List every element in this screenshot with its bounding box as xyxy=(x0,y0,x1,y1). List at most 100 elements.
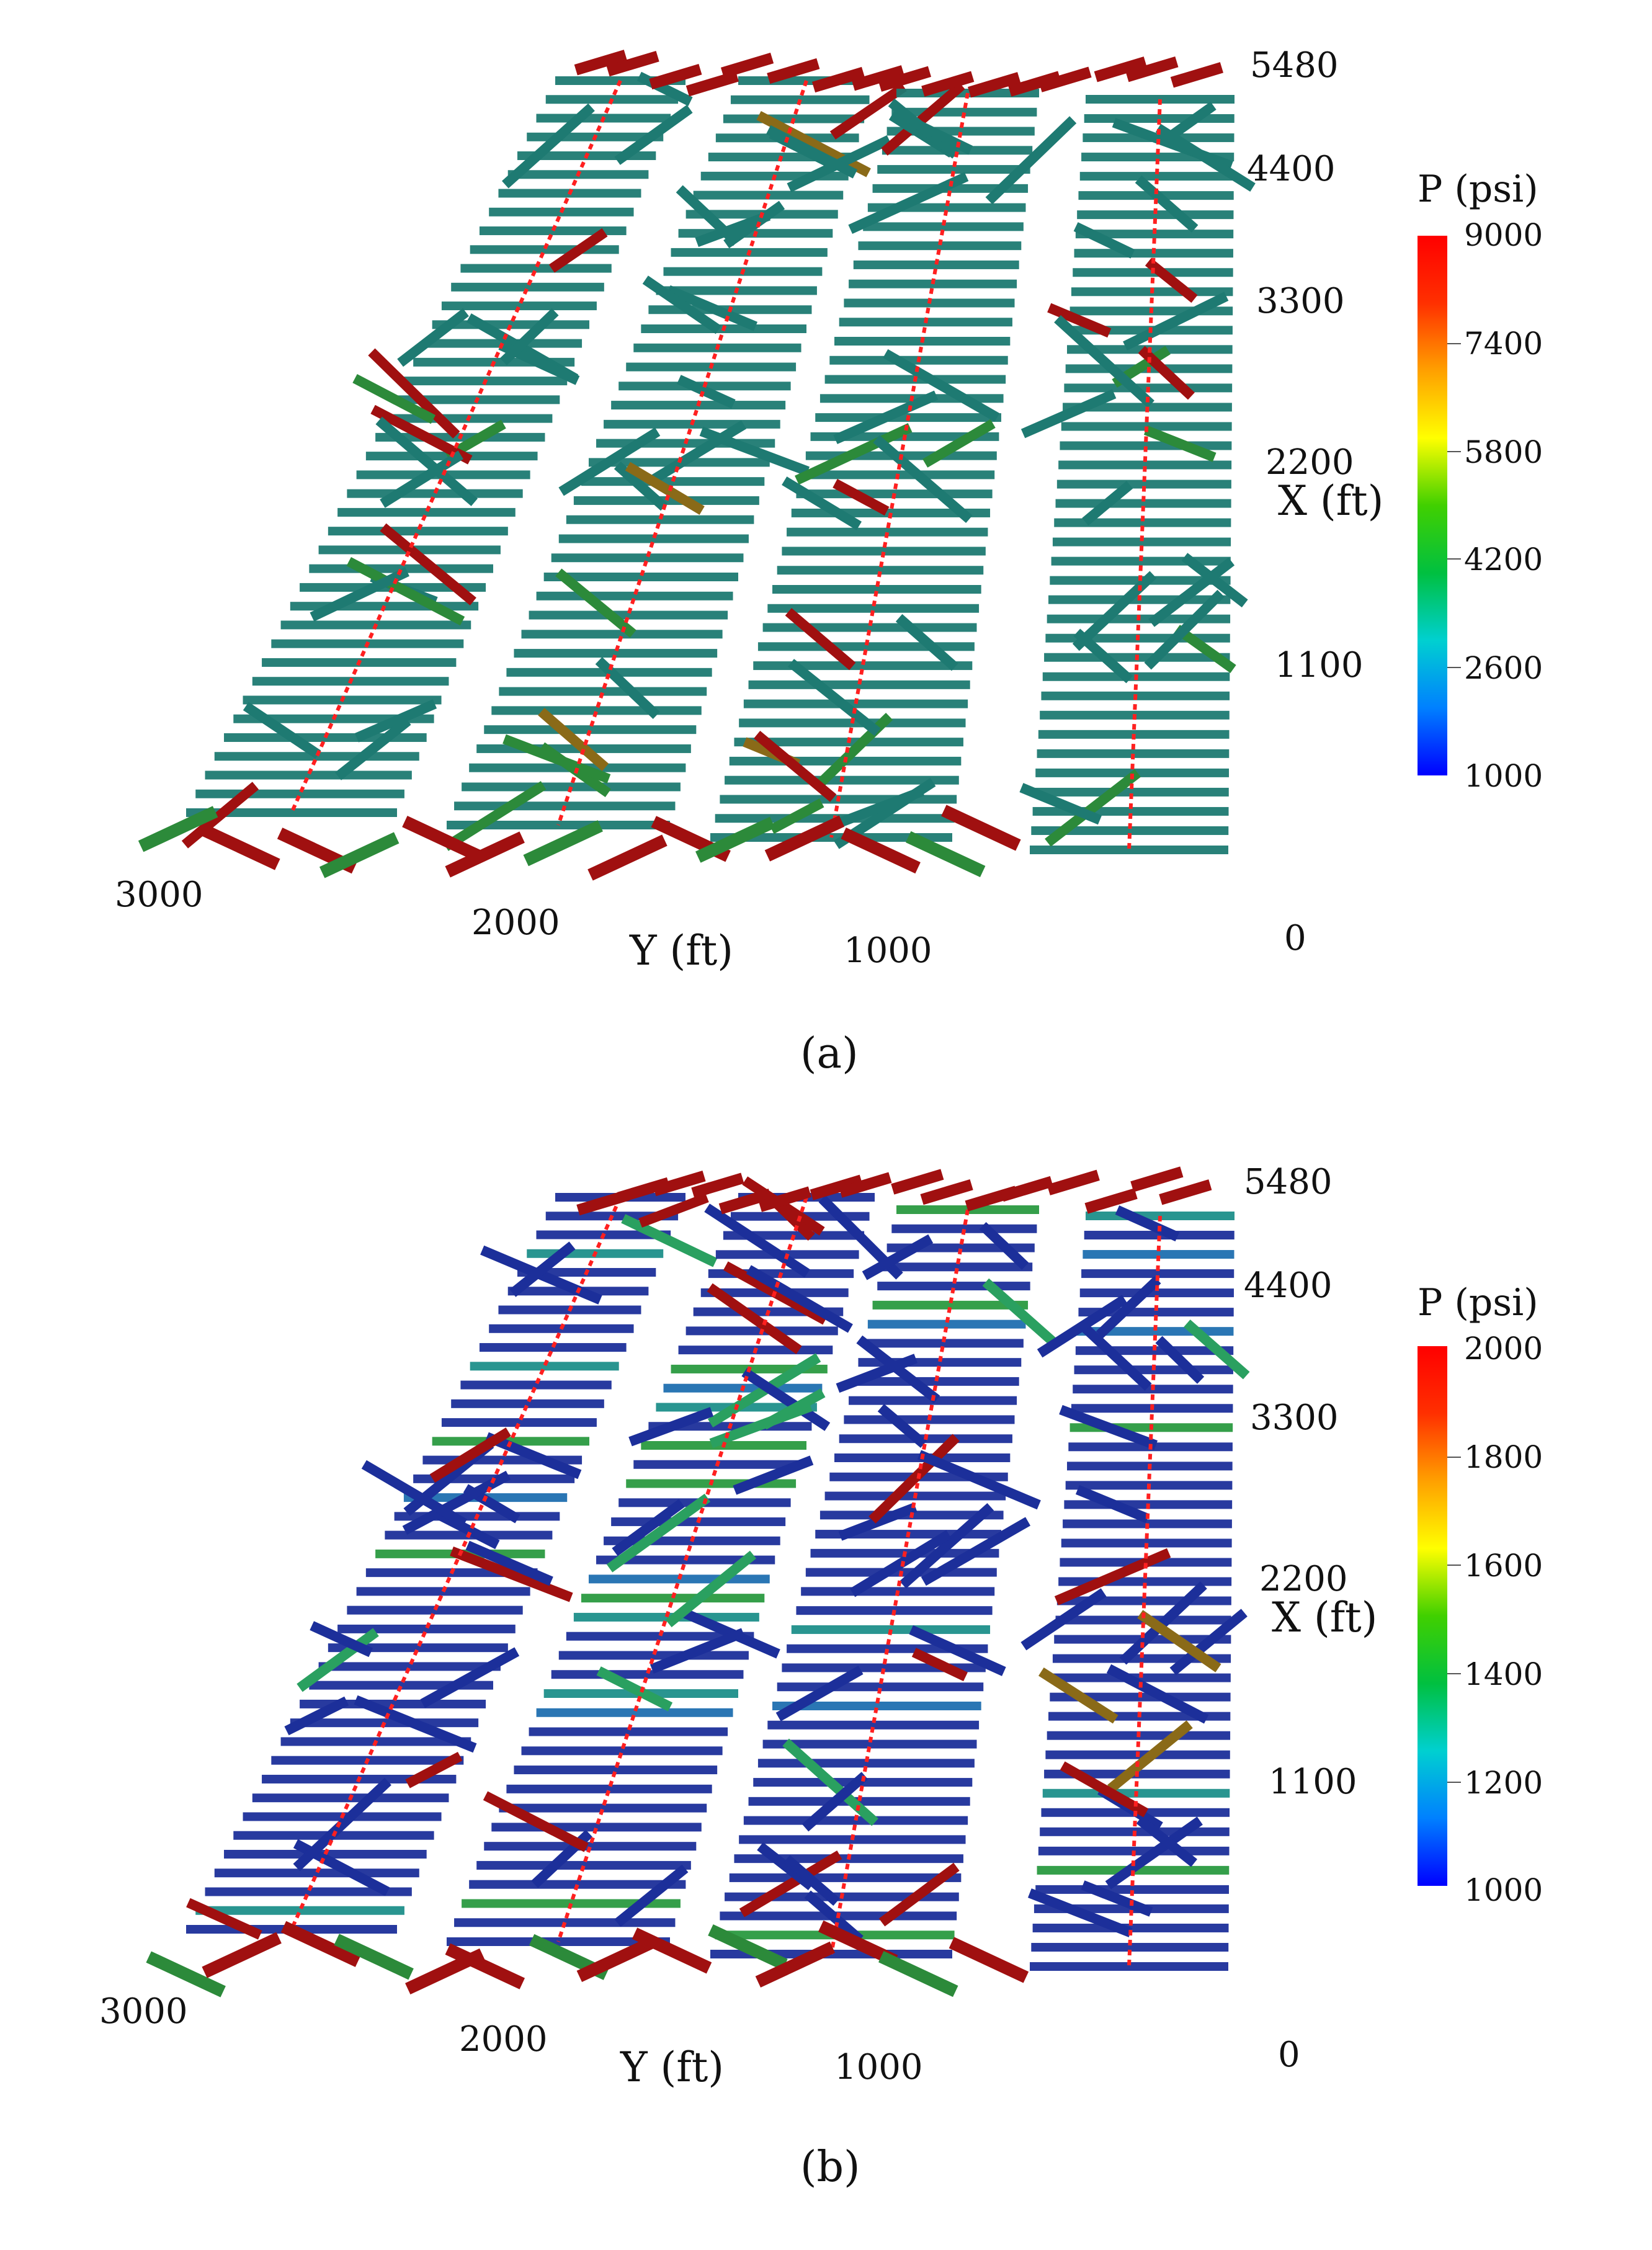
natural-fracture xyxy=(1060,1761,1149,1818)
y-tick-label: 1000 xyxy=(834,2047,923,2087)
colorbar-tick-label: 2600 xyxy=(1464,650,1543,686)
natural-fracture xyxy=(310,567,409,622)
hydraulic-fracture xyxy=(767,604,980,613)
hydraulic-fracture xyxy=(1075,230,1234,239)
colorbar-tick-mark xyxy=(1447,1782,1461,1783)
natural-fracture xyxy=(1096,1276,1161,1339)
natural-fracture xyxy=(1170,62,1223,88)
natural-fracture xyxy=(284,1696,349,1736)
natural-fracture xyxy=(649,64,702,90)
well-fracture-group xyxy=(447,1176,903,1946)
hydraulic-fracture xyxy=(753,661,973,671)
hydraulic-fracture xyxy=(460,264,612,273)
natural-fracture xyxy=(429,1427,511,1483)
natural-fracture xyxy=(733,1455,814,1495)
natural-fracture xyxy=(1037,1295,1128,1358)
natural-fracture xyxy=(319,832,400,878)
x-tick-label: 5480 xyxy=(1244,1162,1333,1202)
natural-fracture xyxy=(397,308,469,367)
colorbar-tick-mark xyxy=(1447,1673,1461,1674)
natural-fracture xyxy=(761,1388,826,1430)
natural-fracture xyxy=(739,1850,842,1917)
hydraulic-fracture xyxy=(863,222,1024,231)
natural-fracture xyxy=(352,373,436,424)
natural-fracture xyxy=(979,1221,1029,1270)
hydraulic-fracture xyxy=(337,507,516,517)
natural-fracture xyxy=(443,781,547,851)
natural-fracture xyxy=(1038,1667,1118,1724)
hydraulic-fracture xyxy=(441,301,597,311)
wellbore-line xyxy=(290,79,622,814)
hydraulic-fracture xyxy=(499,1803,707,1813)
well-fracture-group xyxy=(1020,1205,1250,1971)
natural-fracture xyxy=(769,798,824,834)
natural-fracture xyxy=(1020,389,1117,439)
hydraulic-fracture xyxy=(1079,172,1234,181)
natural-fracture xyxy=(420,1647,520,1708)
hydraulic-fracture xyxy=(1058,460,1232,470)
colorbar-tick-mark xyxy=(1447,1457,1461,1458)
colorbar-tick-label: 4200 xyxy=(1464,542,1543,578)
natural-fracture xyxy=(335,717,411,780)
wellbore-line xyxy=(829,1209,970,1955)
well-fracture-group xyxy=(1019,95,1256,854)
hydraulic-fracture xyxy=(748,1797,970,1806)
natural-fracture xyxy=(380,523,476,605)
natural-fracture xyxy=(764,815,845,862)
hydraulic-fracture xyxy=(205,1887,412,1896)
hydraulic-fracture xyxy=(451,1399,604,1408)
natural-fracture xyxy=(576,1935,657,1983)
hydraulic-fracture xyxy=(479,226,627,236)
natural-fracture xyxy=(596,1666,673,1712)
x-tick-label: 1100 xyxy=(1269,1762,1357,1802)
colorbar xyxy=(1418,1346,1447,1886)
natural-fracture xyxy=(782,476,862,530)
hydraulic-fracture xyxy=(1030,846,1228,854)
natural-fracture xyxy=(895,614,958,671)
natural-fracture xyxy=(836,1354,918,1393)
natural-fracture xyxy=(1137,1610,1221,1672)
natural-fracture xyxy=(775,1665,864,1721)
colorbar-title: P (psi) xyxy=(1418,167,1538,211)
natural-fracture xyxy=(649,420,747,485)
natural-fracture xyxy=(361,1460,467,1528)
hydraulic-fracture xyxy=(772,1702,981,1710)
natural-fracture xyxy=(375,416,478,506)
natural-fracture xyxy=(1000,1176,1053,1202)
natural-fracture xyxy=(1184,1319,1250,1380)
hydraulic-fracture xyxy=(743,699,968,708)
x-tick-label: 1100 xyxy=(1275,645,1364,685)
hydraulic-fracture xyxy=(476,1860,691,1870)
natural-fracture xyxy=(606,50,659,77)
hydraulic-fracture xyxy=(762,1739,977,1749)
natural-fracture xyxy=(200,824,280,870)
hydraulic-fracture xyxy=(1037,749,1230,758)
colorbar-tick-mark xyxy=(1447,558,1461,560)
boundary-fractures xyxy=(138,50,1223,881)
natural-fracture xyxy=(1019,783,1102,825)
colorbar-tick-label: 1000 xyxy=(1464,758,1543,794)
natural-fracture xyxy=(1174,625,1236,674)
wellbore-line xyxy=(829,92,970,838)
hydraulic-fracture xyxy=(441,1418,597,1427)
natural-fracture xyxy=(878,1862,960,1927)
natural-fracture xyxy=(181,782,259,849)
natural-fracture xyxy=(746,1265,853,1333)
y-tick-label: 3000 xyxy=(115,875,203,915)
natural-fracture xyxy=(538,708,609,771)
natural-fracture xyxy=(625,462,705,515)
hydraulic-fracture xyxy=(1081,1269,1235,1279)
hydraulic-fracture xyxy=(529,1727,728,1736)
natural-fracture xyxy=(1045,769,1141,847)
hydraulic-fracture xyxy=(787,527,988,537)
wellbore-line xyxy=(1127,1215,1162,1967)
natural-fracture xyxy=(877,1404,927,1449)
natural-fracture xyxy=(621,1214,718,1267)
natural-fracture xyxy=(509,1241,576,1297)
natural-fracture xyxy=(614,462,667,511)
x-tick-label: 4400 xyxy=(1247,149,1336,189)
natural-fracture xyxy=(402,1470,511,1535)
natural-fracture xyxy=(310,1621,373,1658)
colorbar xyxy=(1418,236,1447,775)
natural-fracture xyxy=(1047,1169,1100,1195)
